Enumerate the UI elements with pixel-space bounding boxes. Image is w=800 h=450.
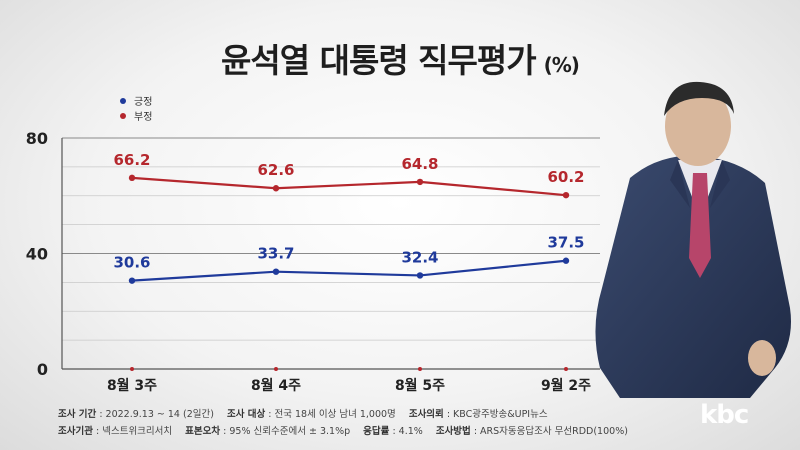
legend-item-negative: 부정 [120,108,152,123]
error-value: : 95% 신뢰수준에서 ± 3.1%p [223,426,351,437]
x-tick-mark [130,367,134,371]
method-label: 조사방법 [435,426,471,437]
data-label: 60.2 [547,168,584,186]
person-photo [595,81,791,398]
data-point [416,178,424,186]
data-label: 33.7 [257,245,294,263]
target-value: : 전국 18세 이상 남녀 1,000명 [268,409,396,420]
legend-label-negative: 부정 [134,112,153,123]
data-point [416,272,424,279]
x-tick-label: 8월 3주 [107,377,157,394]
series-line-negative [131,176,567,197]
data-point [128,277,136,284]
title-text: 윤석열 대통령 직무평가 [221,41,537,80]
error-label: 표본오차 [185,426,221,437]
survey-footer: 조사 기간 : 2022.9.13 ~ 14 (2일간) 조사 대상 : 전국 … [58,406,628,440]
data-point [272,268,280,275]
org-value: : 넥스트위크리서치 [96,426,173,437]
legend-dot-negative [120,112,126,119]
data-label: 66.2 [113,151,150,169]
footer-row-2: 조사기관 : 넥스트위크리서치 표본오차 : 95% 신뢰수준에서 ± 3.1%… [58,423,628,440]
x-tick-label: 9월 2주 [541,377,591,394]
y-tick-label: 40 [26,245,48,264]
title-unit: (%) [543,53,580,77]
data-point [562,191,570,199]
data-point [128,174,136,182]
x-tick-label: 8월 4주 [251,377,301,394]
data-label: 64.8 [401,155,438,173]
chart-title: 윤석열 대통령 직무평가 (%) [0,34,800,82]
legend-item-positive: 긍정 [120,93,152,108]
footer-row-1: 조사 기간 : 2022.9.13 ~ 14 (2일간) 조사 대상 : 전국 … [58,406,628,423]
kbc-logo: kbc [700,400,749,430]
target-label: 조사 대상 [226,409,266,420]
data-point [272,185,280,192]
y-tick-label: 80 [26,129,48,148]
legend-label-positive: 긍정 [134,97,153,108]
data-label: 30.6 [113,254,150,272]
y-tick-label: 0 [37,360,48,379]
period-value: : 2022.9.13 ~ 14 (2일간) [99,409,214,420]
response-value: : 4.1% [392,426,423,437]
legend: 긍정 부정 [120,93,152,123]
x-tick-label: 8월 5주 [395,377,445,394]
data-label: 62.6 [257,161,294,179]
data-label: 32.4 [401,248,438,266]
x-tick-mark [564,367,568,371]
data-label: 37.5 [547,234,584,252]
series-line-positive [131,259,567,282]
x-tick-mark [274,367,278,371]
legend-dot-positive [120,97,126,104]
data-point [562,257,570,264]
method-value: : ARS자동응답조사 무선RDD(100%) [473,426,628,437]
x-tick-mark [418,367,422,371]
client-label: 조사의뢰 [408,409,444,420]
response-label: 응답률 [363,426,390,437]
client-value: : KBC광주방송&UPI뉴스 [446,409,548,420]
period-label: 조사 기간 [58,409,97,420]
org-label: 조사기관 [58,426,93,437]
